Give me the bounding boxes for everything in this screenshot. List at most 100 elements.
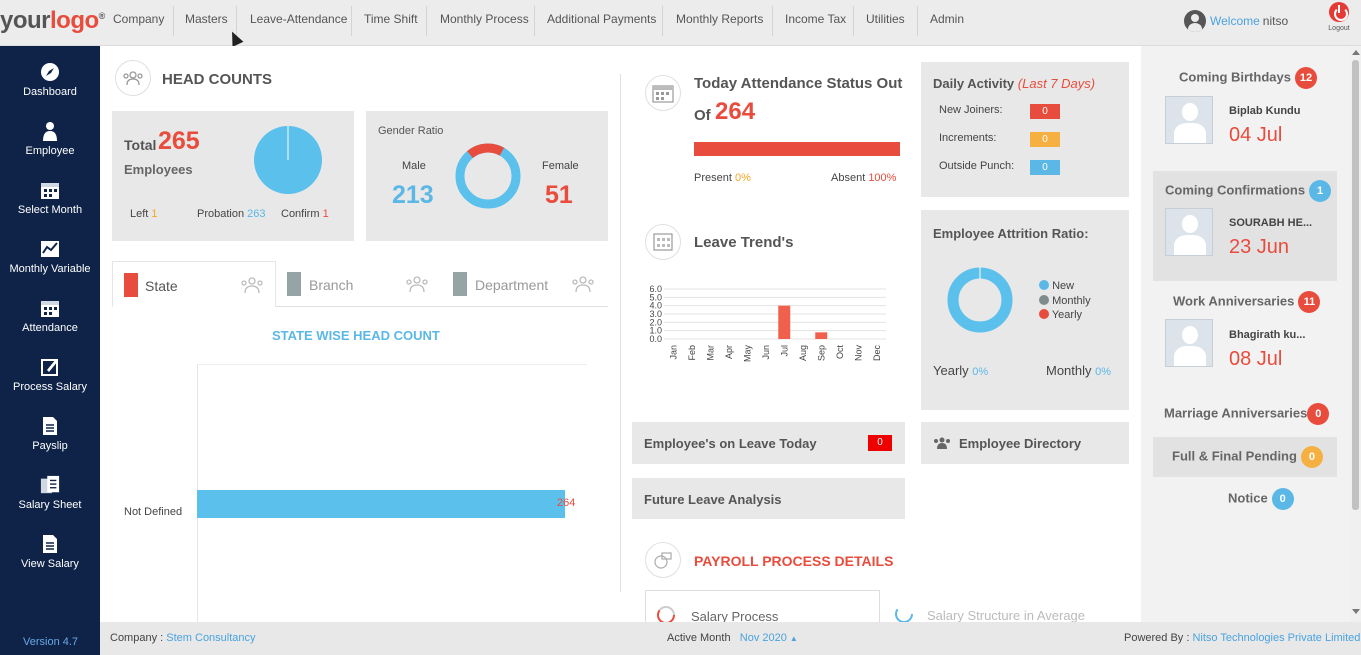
nav-monthly-process[interactable]: Monthly Process	[440, 12, 529, 26]
future-leave-button[interactable]: Future Leave Analysis	[632, 478, 905, 519]
nav-divider	[662, 6, 663, 36]
nav-time-shift[interactable]: Time Shift	[364, 12, 418, 26]
version-label: Version 4.7	[23, 636, 79, 648]
full-final-count: 0	[1300, 446, 1323, 468]
female-count: 51	[545, 181, 573, 209]
sidebar-item-view-salary[interactable]: View Salary	[0, 534, 100, 570]
footer-active-month[interactable]: Active Month Nov 2020 ▲	[667, 632, 798, 644]
column-divider	[620, 74, 621, 592]
new-joiners-count[interactable]: 0	[1030, 104, 1060, 119]
x-tick-label: Jun	[761, 345, 771, 360]
leave-today-card[interactable]: Employee's on Leave Today 0	[632, 422, 905, 464]
nav-masters[interactable]: Masters	[185, 12, 228, 26]
document-icon	[40, 416, 60, 436]
main-content: HEAD COUNTS Total 265 Employees Left 1 P…	[100, 46, 1141, 622]
tab-department[interactable]: Department	[442, 261, 608, 307]
nav-divider	[351, 6, 352, 36]
scroll-down-icon[interactable]	[1352, 609, 1360, 614]
y-tick-label: 1.0	[649, 326, 662, 336]
nav-company[interactable]: Company	[113, 12, 165, 26]
state-chart-value: 264	[557, 497, 576, 509]
state-chart-bar[interactable]	[197, 490, 565, 518]
attrition-ratio-card: Employee Attrition Ratio: New Monthly Ye…	[921, 210, 1129, 410]
birthdays-title[interactable]: Coming Birthdays 12	[1179, 67, 1317, 89]
vertical-scrollbar[interactable]	[1350, 46, 1361, 622]
leave-bar-jul[interactable]	[778, 305, 791, 339]
scroll-thumb[interactable]	[1352, 60, 1359, 510]
nav-monthly-reports[interactable]: Monthly Reports	[676, 12, 764, 26]
x-tick-label: Jan	[668, 345, 678, 360]
footer-powered: Powered By : Nitso Technologies Private …	[1124, 632, 1361, 644]
y-tick-label: 4.0	[649, 301, 662, 311]
salary-process-card[interactable]: Salary Process	[645, 590, 880, 622]
outside-punch-count[interactable]: 0	[1030, 160, 1060, 175]
sidebar-item-attendance[interactable]: Attendance	[0, 298, 100, 334]
x-tick-label: Nov	[853, 345, 863, 362]
scroll-up-icon[interactable]	[1352, 50, 1360, 55]
nav-divider	[772, 6, 773, 36]
logout-button[interactable]: Logout	[1325, 2, 1353, 32]
salary-structure-card[interactable]: Salary Structure in Average	[890, 590, 1120, 622]
x-tick-label: Sep	[816, 345, 826, 361]
sidebar-item-salary-sheet[interactable]: Salary Sheet	[0, 475, 100, 511]
x-tick-label: Oct	[835, 345, 845, 360]
x-tick-label: Apr	[724, 345, 734, 359]
total-employees-card: Total 265 Employees Left 1 Probation 263…	[112, 111, 354, 241]
tab-branch[interactable]: Branch	[276, 261, 442, 307]
sidebar-item-process-salary[interactable]: Process Salary	[0, 357, 100, 393]
person-icon	[40, 121, 60, 141]
sidebar-item-monthly-variable[interactable]: Monthly Variable	[0, 239, 100, 275]
sidebar-item-select-month[interactable]: Select Month	[0, 180, 100, 216]
sidebar-item-dashboard[interactable]: Dashboard	[0, 62, 100, 98]
calendar-grid-icon	[645, 224, 681, 260]
nav-divider	[173, 6, 174, 36]
users-icon	[241, 277, 263, 294]
y-tick-label: 6.0	[649, 284, 662, 294]
nav-leave-attendance[interactable]: Leave-Attendance	[250, 12, 348, 26]
edit-icon	[40, 357, 60, 377]
employee-directory-button[interactable]: Employee Directory	[921, 422, 1129, 464]
attrition-donut	[947, 267, 1013, 333]
money-circle-icon	[895, 605, 913, 622]
confirmations-title[interactable]: Coming Confirmations 1	[1165, 180, 1332, 202]
logo[interactable]: yourlogo®	[0, 7, 105, 34]
x-tick-label: Aug	[798, 345, 808, 361]
increments-count[interactable]: 0	[1030, 132, 1060, 147]
state-chart-gridline	[197, 364, 587, 365]
sidebar-item-employee[interactable]: Employee	[0, 121, 100, 157]
work-anniversaries-title[interactable]: Work Anniversaries 11	[1173, 291, 1321, 313]
headcount-tabs: State Branch Department	[112, 261, 608, 307]
money-circle-icon	[657, 606, 675, 622]
marriage-anniversaries-title[interactable]: Marriage Anniversaries 0	[1164, 403, 1330, 425]
sheet-icon	[40, 475, 60, 495]
avatar	[1165, 319, 1213, 367]
chart-icon	[40, 239, 60, 259]
nav-additional-payments[interactable]: Additional Payments	[547, 12, 657, 26]
notice-count: 0	[1271, 488, 1294, 510]
full-final-card[interactable]: Full & Final Pending 0	[1153, 437, 1337, 477]
leave-bar-sep[interactable]	[815, 332, 828, 339]
x-tick-label: May	[742, 345, 752, 363]
payroll-title: PAYROLL PROCESS DETAILS	[694, 553, 894, 569]
top-navbar: yourlogo® Company Masters Leave-Attendan…	[0, 0, 1361, 46]
gender-ratio-card: Gender Ratio Male 213 Female 51	[366, 111, 608, 241]
gender-donut	[455, 143, 521, 209]
state-chart-title: STATE WISE HEAD COUNT	[272, 328, 440, 343]
nav-income-tax[interactable]: Income Tax	[785, 12, 847, 26]
x-tick-label: Jul	[779, 345, 789, 357]
sidebar-item-payslip[interactable]: Payslip	[0, 416, 100, 452]
nav-admin[interactable]: Admin	[930, 12, 965, 26]
avatar	[1165, 96, 1213, 144]
calendar-icon	[40, 298, 60, 318]
tab-state[interactable]: State	[112, 261, 276, 307]
birthdays-count: 12	[1294, 67, 1317, 89]
y-tick-label: 3.0	[649, 309, 662, 319]
notice-title[interactable]: Notice 0	[1228, 488, 1294, 510]
work-anniversaries-count: 11	[1298, 291, 1321, 313]
x-tick-label: Dec	[872, 345, 882, 362]
nav-utilities[interactable]: Utilities	[866, 12, 905, 26]
caret-up-icon: ▲	[789, 634, 798, 643]
attendance-title: Today Attendance Status Out	[694, 75, 903, 92]
calendar-icon	[645, 75, 681, 111]
user-welcome[interactable]: Welcome nitso	[1184, 9, 1288, 33]
